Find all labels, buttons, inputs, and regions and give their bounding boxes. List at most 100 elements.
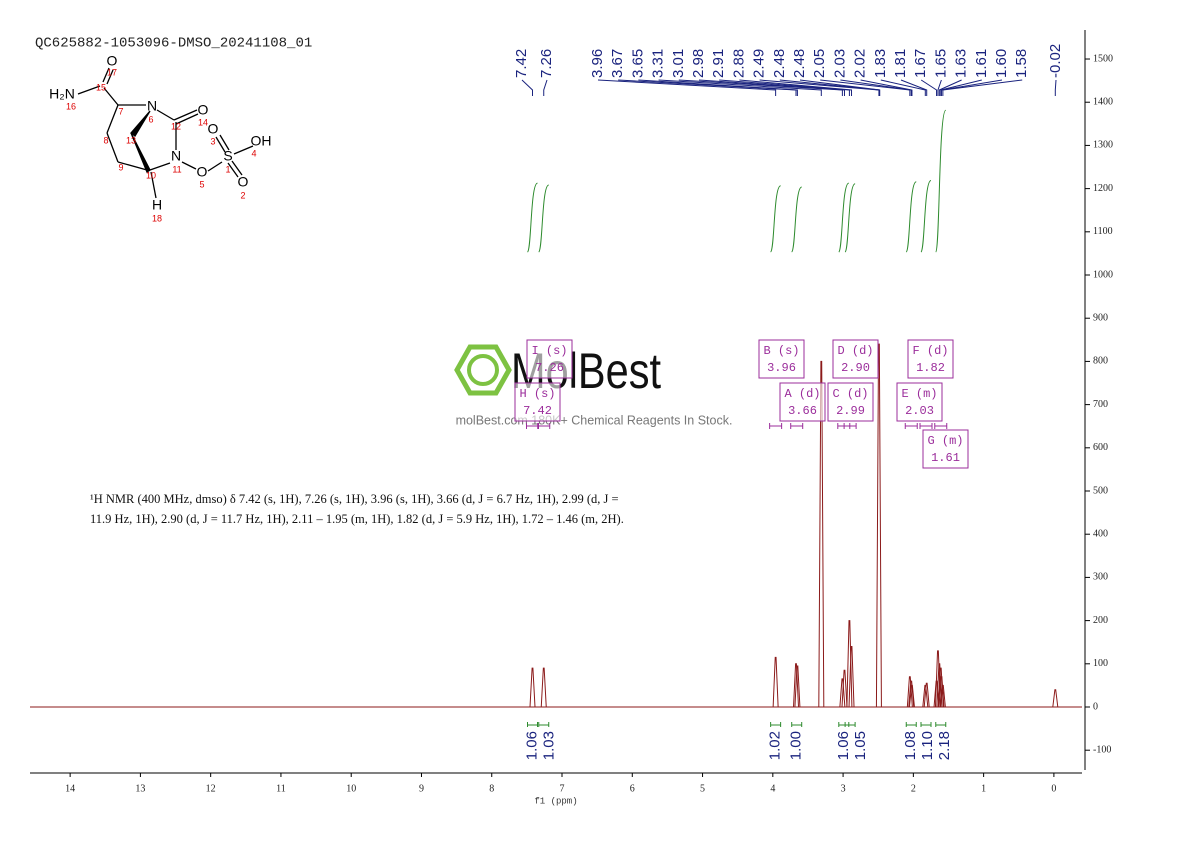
peak-label: 1.67 xyxy=(912,49,929,78)
x-tick-label: 8 xyxy=(489,783,494,794)
peak-label-connector xyxy=(938,79,962,96)
integral-label: 1.03 xyxy=(540,731,557,760)
integral-curve xyxy=(538,184,550,253)
peak xyxy=(923,682,930,708)
peak xyxy=(540,667,547,708)
atom-number: 15 xyxy=(96,82,106,92)
y-tick-label: 500 xyxy=(1093,485,1108,496)
integral-label: 1.10 xyxy=(919,731,936,760)
atom-number: 16 xyxy=(66,101,76,111)
multiplet-frame xyxy=(514,382,561,422)
x-tick-label: 4 xyxy=(770,783,775,794)
multiplet-shift: 1.82 xyxy=(916,361,945,375)
atom-number: 6 xyxy=(148,114,153,124)
integral-bracket xyxy=(791,722,803,727)
peak xyxy=(938,676,945,708)
multiplet-shift: 7.26 xyxy=(535,361,564,375)
peak-label: 1.83 xyxy=(872,49,889,78)
atom-symbol: OH xyxy=(251,133,272,149)
y-tick-label: 200 xyxy=(1093,615,1108,626)
integral-curve xyxy=(527,182,538,253)
multiplet-name: D (d) xyxy=(837,344,873,358)
peak-label-connector xyxy=(1054,79,1057,96)
peak-label-connector xyxy=(940,79,1003,96)
atom-symbol: O xyxy=(238,174,249,190)
peak-label-connector xyxy=(658,79,822,96)
x-tick-label: 10 xyxy=(346,783,356,794)
atom-number: 18 xyxy=(152,213,162,223)
multiplet-range xyxy=(904,423,918,429)
integral-bracket xyxy=(527,722,539,727)
peak-label-connector xyxy=(799,79,881,96)
peak xyxy=(922,684,929,708)
y-tick-label: 300 xyxy=(1093,572,1108,583)
atom-number: 12 xyxy=(171,121,181,131)
integral-bracket xyxy=(770,722,782,727)
integral-curve xyxy=(770,185,782,253)
peak xyxy=(875,343,882,708)
multiplet-range xyxy=(934,423,948,429)
peak xyxy=(848,646,855,708)
integral-curve xyxy=(935,109,947,253)
multiplet-box: G (m) 1.61 xyxy=(922,429,969,469)
peak xyxy=(793,663,800,708)
integral-curve xyxy=(791,186,803,253)
atom-number: 3 xyxy=(210,136,215,146)
multiplet-name: C (d) xyxy=(832,387,868,401)
peak-label-connector xyxy=(937,79,942,96)
multiplet-name: I (s) xyxy=(531,344,567,358)
peak xyxy=(794,665,801,708)
y-tick-label: 100 xyxy=(1093,658,1108,669)
multiplet-frame xyxy=(832,339,879,379)
y-tick-label: 600 xyxy=(1093,442,1108,453)
x-axis-label: f1 (ppm) xyxy=(534,796,577,806)
multiplet-box: C (d) 2.99 xyxy=(827,382,874,422)
atom-symbol: H xyxy=(152,197,162,213)
multiplet-frame xyxy=(758,339,805,379)
atom-symbol: O xyxy=(107,53,118,69)
integral-curve xyxy=(838,182,850,253)
atom-number: 10 xyxy=(146,170,156,180)
multiplet-range xyxy=(919,423,933,429)
multiplet-shift: 2.99 xyxy=(836,404,865,418)
peak xyxy=(529,667,536,708)
peak-label-connector xyxy=(739,79,853,96)
y-tick-label: 1300 xyxy=(1093,140,1113,151)
peak-label: 1.60 xyxy=(993,49,1010,78)
peak xyxy=(839,678,846,708)
integral-bracket xyxy=(538,722,550,727)
atom-number: 14 xyxy=(198,117,208,127)
multiplet-frame xyxy=(779,382,826,422)
atom-number: 9 xyxy=(118,162,123,172)
multiplet-shift: 2.90 xyxy=(841,361,870,375)
atom-symbol: O xyxy=(208,121,219,137)
atom-symbol: S xyxy=(223,148,232,164)
atom-symbol: O xyxy=(197,164,208,180)
peak-label-connector xyxy=(860,79,913,96)
integral-curve xyxy=(905,181,917,253)
multiplet-box: I (s) 7.26 xyxy=(526,339,573,379)
multiplet-frame xyxy=(896,382,943,422)
watermark-tagline: molBest.com 180K+ Chemical Reagents In S… xyxy=(456,413,733,427)
y-tick-label: 1400 xyxy=(1093,97,1113,108)
integral-label: 2.18 xyxy=(936,731,953,760)
peak-label: 1.63 xyxy=(953,49,970,78)
multiplet-name: A (d) xyxy=(784,387,820,401)
multiplet-shift: 3.96 xyxy=(767,361,796,375)
y-tick-label: 700 xyxy=(1093,399,1108,410)
peak xyxy=(908,684,915,708)
integral-bracket xyxy=(920,722,932,727)
peak-label-connector xyxy=(940,79,982,96)
peak-label: 2.88 xyxy=(730,49,747,78)
integral-curve xyxy=(844,183,856,253)
peak-label: 3.67 xyxy=(609,49,626,78)
x-tick-label: 13 xyxy=(135,783,145,794)
structure-bonds xyxy=(77,67,254,199)
multiplet-range xyxy=(537,423,551,429)
peak-label-connector xyxy=(543,79,548,96)
atom-number: 2 xyxy=(240,190,245,200)
peak-label: 2.48 xyxy=(771,49,788,78)
y-tick-label: 0 xyxy=(1093,701,1098,712)
y-tick-label: 1100 xyxy=(1093,226,1113,237)
